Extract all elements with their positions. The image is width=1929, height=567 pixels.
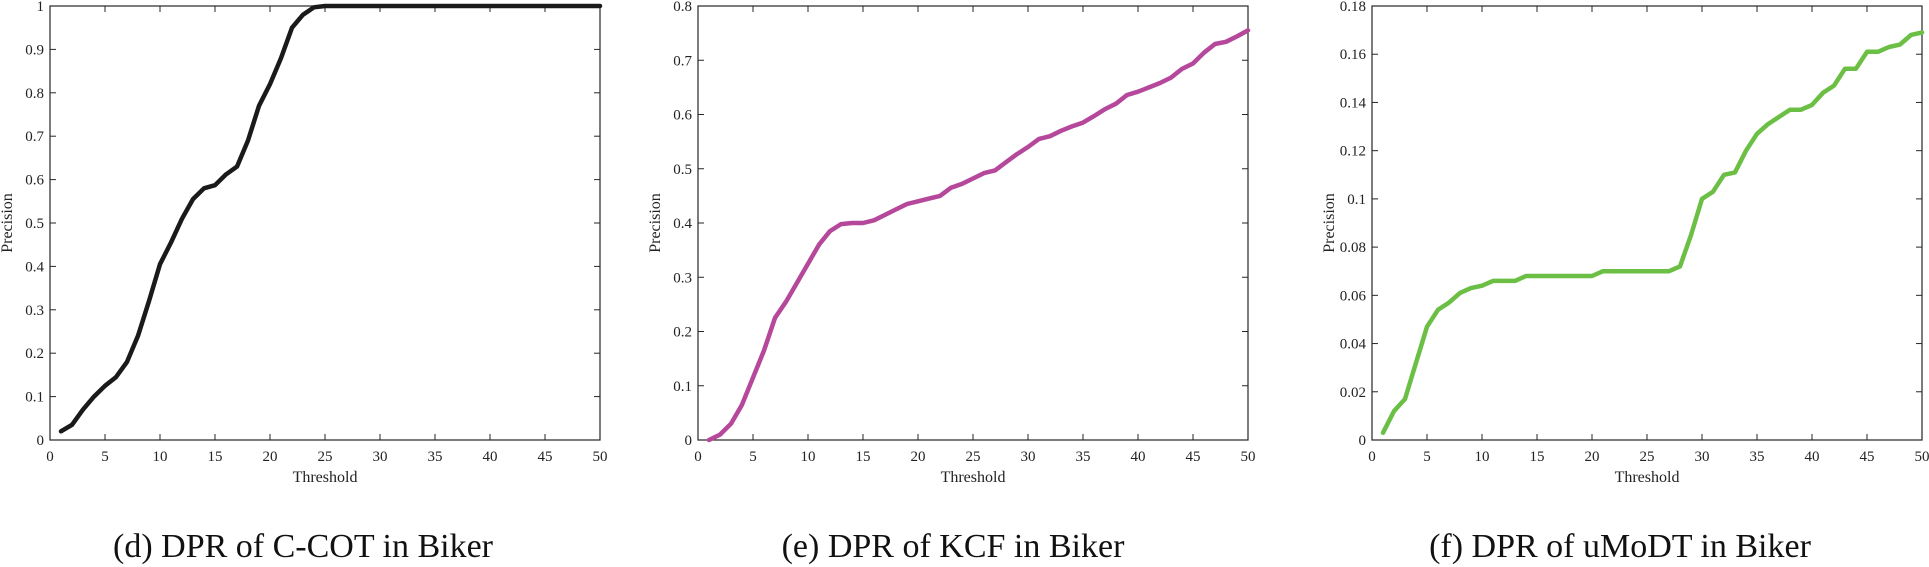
x-tick-label: 35 bbox=[1076, 449, 1091, 465]
y-axis-label: Precision bbox=[1321, 193, 1338, 253]
y-tick-label: 0.5 bbox=[673, 162, 692, 178]
x-tick-label: 5 bbox=[1423, 449, 1431, 465]
x-tick-label: 10 bbox=[1475, 449, 1490, 465]
y-tick-label: 0.18 bbox=[1340, 0, 1366, 15]
y-tick-label: 0.16 bbox=[1340, 47, 1367, 63]
x-tick-label: 50 bbox=[1915, 449, 1929, 465]
y-tick-label: 0.1 bbox=[1347, 192, 1366, 208]
y-tick-label: 0.12 bbox=[1340, 144, 1366, 160]
x-tick-label: 50 bbox=[1241, 449, 1256, 465]
y-tick-label: 0 bbox=[1359, 433, 1367, 449]
y-tick-label: 0.4 bbox=[25, 259, 44, 275]
y-tick-label: 0.3 bbox=[25, 303, 44, 319]
y-tick-label: 0.5 bbox=[25, 216, 44, 232]
x-tick-label: 30 bbox=[1695, 449, 1710, 465]
x-tick-label: 20 bbox=[263, 449, 278, 465]
y-tick-label: 0.8 bbox=[673, 0, 692, 15]
x-tick-label: 10 bbox=[153, 449, 168, 465]
x-tick-label: 25 bbox=[318, 449, 333, 465]
x-tick-label: 25 bbox=[1640, 449, 1655, 465]
x-tick-label: 30 bbox=[373, 449, 388, 465]
figure-caption: (f) DPR of uMoDT in Biker bbox=[1429, 528, 1812, 565]
y-tick-label: 0 bbox=[37, 433, 45, 449]
y-tick-label: 0 bbox=[685, 433, 693, 449]
x-tick-label: 30 bbox=[1021, 449, 1036, 465]
x-tick-label: 0 bbox=[46, 449, 54, 465]
y-tick-label: 0.1 bbox=[673, 379, 692, 395]
x-axis-label: Threshold bbox=[293, 469, 358, 486]
y-tick-label: 0.1 bbox=[25, 390, 44, 406]
x-tick-label: 15 bbox=[208, 449, 223, 465]
figure-caption: (d) DPR of C-COT in Biker bbox=[113, 528, 494, 565]
x-tick-label: 20 bbox=[1585, 449, 1600, 465]
x-tick-label: 15 bbox=[1530, 449, 1545, 465]
y-tick-label: 0.08 bbox=[1340, 240, 1366, 256]
y-tick-label: 0.14 bbox=[1340, 95, 1367, 111]
y-tick-label: 0.06 bbox=[1340, 288, 1367, 304]
x-tick-label: 25 bbox=[966, 449, 981, 465]
y-tick-label: 0.04 bbox=[1340, 337, 1367, 353]
x-tick-label: 45 bbox=[1860, 449, 1875, 465]
figure-caption: (e) DPR of KCF in Biker bbox=[782, 528, 1126, 565]
x-tick-label: 20 bbox=[911, 449, 926, 465]
x-tick-label: 45 bbox=[538, 449, 553, 465]
x-axis-label: Threshold bbox=[941, 469, 1006, 486]
y-axis-label: Precision bbox=[647, 193, 664, 253]
x-tick-label: 35 bbox=[1750, 449, 1765, 465]
y-tick-label: 0.2 bbox=[673, 325, 692, 341]
panel-c-cot: 0 5 10 15 20 25 30 35 40 45 50 0 0.1 0.2 0.3 0.4 0.5 0.6 0… bbox=[0, 0, 608, 565]
panel-umodt: 0 5 10 15 20 25 30 35 40 45 50 0 0.02 0.04 0.06 0.08 0.1… bbox=[1321, 0, 1929, 565]
x-tick-label: 40 bbox=[483, 449, 498, 465]
panel-kcf: 0 5 10 15 20 25 30 35 40 45 50 0 0.1 0.2 0.3 0.4 0.5 0.6 0… bbox=[647, 0, 1256, 565]
x-tick-label: 0 bbox=[1368, 449, 1376, 465]
y-tick-label: 0.4 bbox=[673, 216, 692, 232]
x-tick-label: 0 bbox=[694, 449, 702, 465]
x-tick-label: 45 bbox=[1186, 449, 1201, 465]
plot-frame bbox=[49, 5, 601, 441]
x-tick-label: 40 bbox=[1805, 449, 1820, 465]
plot-frame bbox=[697, 5, 1249, 441]
plot-frame bbox=[1371, 5, 1923, 441]
y-tick-label: 0.3 bbox=[673, 270, 692, 286]
y-tick-label: 0.6 bbox=[25, 173, 44, 189]
x-axis-label: Threshold bbox=[1615, 469, 1680, 486]
x-tick-label: 15 bbox=[856, 449, 871, 465]
y-tick-label: 0.7 bbox=[673, 53, 692, 69]
y-tick-label: 0.6 bbox=[673, 108, 692, 124]
x-tick-label: 50 bbox=[593, 449, 608, 465]
series-line-umodt bbox=[1380, 30, 1925, 436]
y-tick-label: 0.8 bbox=[25, 86, 44, 102]
y-tick-label: 1 bbox=[37, 0, 45, 15]
x-tick-label: 40 bbox=[1131, 449, 1146, 465]
y-tick-label: 0.9 bbox=[25, 42, 44, 58]
x-tick-label: 10 bbox=[801, 449, 816, 465]
y-axis-label: Precision bbox=[0, 193, 16, 253]
x-tick-label: 5 bbox=[101, 449, 109, 465]
series-line-c-cot bbox=[58, 3, 603, 434]
y-tick-label: 0.02 bbox=[1340, 385, 1366, 401]
y-tick-label: 0.2 bbox=[25, 346, 44, 362]
y-tick-label: 0.7 bbox=[25, 129, 44, 145]
x-tick-label: 5 bbox=[749, 449, 757, 465]
x-tick-label: 35 bbox=[428, 449, 443, 465]
series-line-kcf bbox=[706, 28, 1251, 443]
